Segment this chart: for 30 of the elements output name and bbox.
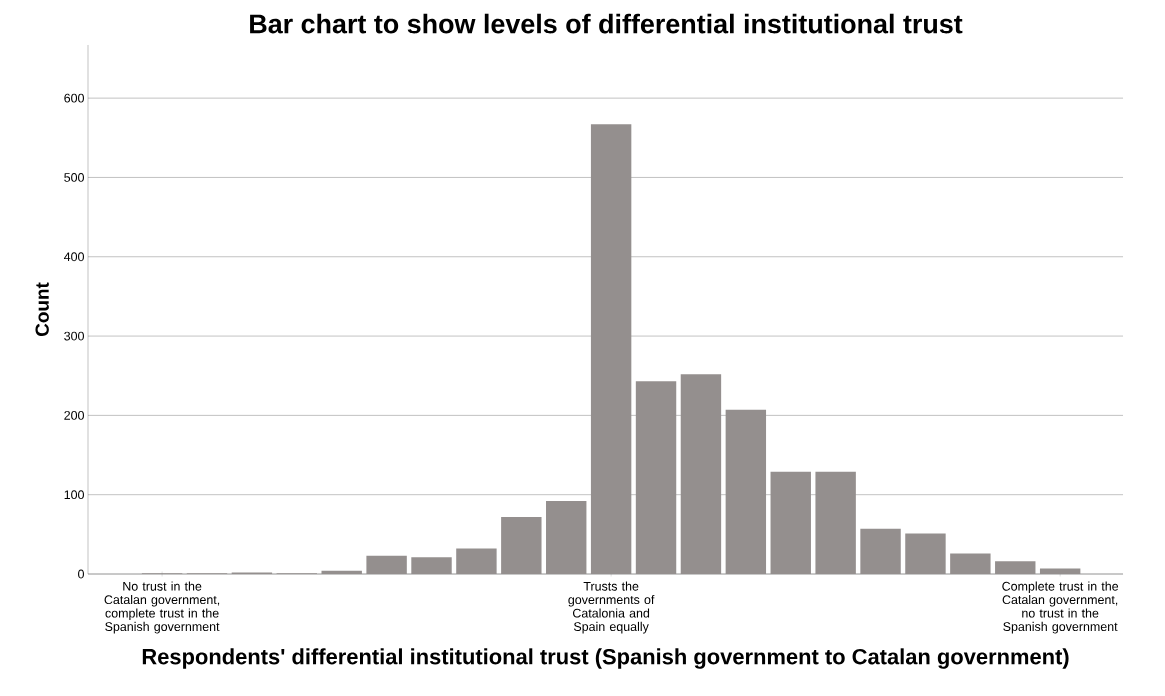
bar (321, 570, 362, 574)
y-tick-label: 400 (63, 252, 84, 262)
bar (680, 374, 722, 574)
x-tick-label: Trusts the governments of Catalonia and Spain equally (568, 581, 655, 634)
bar (950, 553, 991, 574)
bar (366, 555, 407, 574)
bar (860, 528, 901, 574)
y-tick-label: 300 (64, 331, 84, 341)
bar (905, 533, 946, 574)
bar (815, 471, 856, 574)
bar (635, 381, 677, 574)
x-tick-label: Complete trust in the Catalan government, no trust in the Spanish government (1002, 581, 1119, 634)
x-axis-title: Respondents' differential institutional trust (Spanish government to Catalan government) (142, 648, 1069, 669)
bar (995, 561, 1036, 574)
y-tick-label: 100 (64, 490, 84, 500)
y-tick-label: 600 (64, 93, 84, 103)
x-tick-label: No trust in the Catalan government, complete trust in the Spanish government (104, 581, 220, 634)
chart-title: Bar chart to show levels of differential institutional trust (250, 13, 963, 34)
bar (725, 409, 767, 574)
bar (1039, 568, 1081, 574)
bar (770, 471, 811, 574)
y-tick-label: 0 (78, 569, 84, 579)
bar (546, 501, 587, 574)
y-tick-label: 200 (64, 410, 84, 420)
bar (411, 557, 452, 574)
bar (590, 124, 632, 574)
bar (501, 516, 542, 574)
y-axis-title: Count (35, 282, 49, 337)
y-tick-label: 500 (64, 173, 84, 182)
bar (456, 548, 497, 574)
